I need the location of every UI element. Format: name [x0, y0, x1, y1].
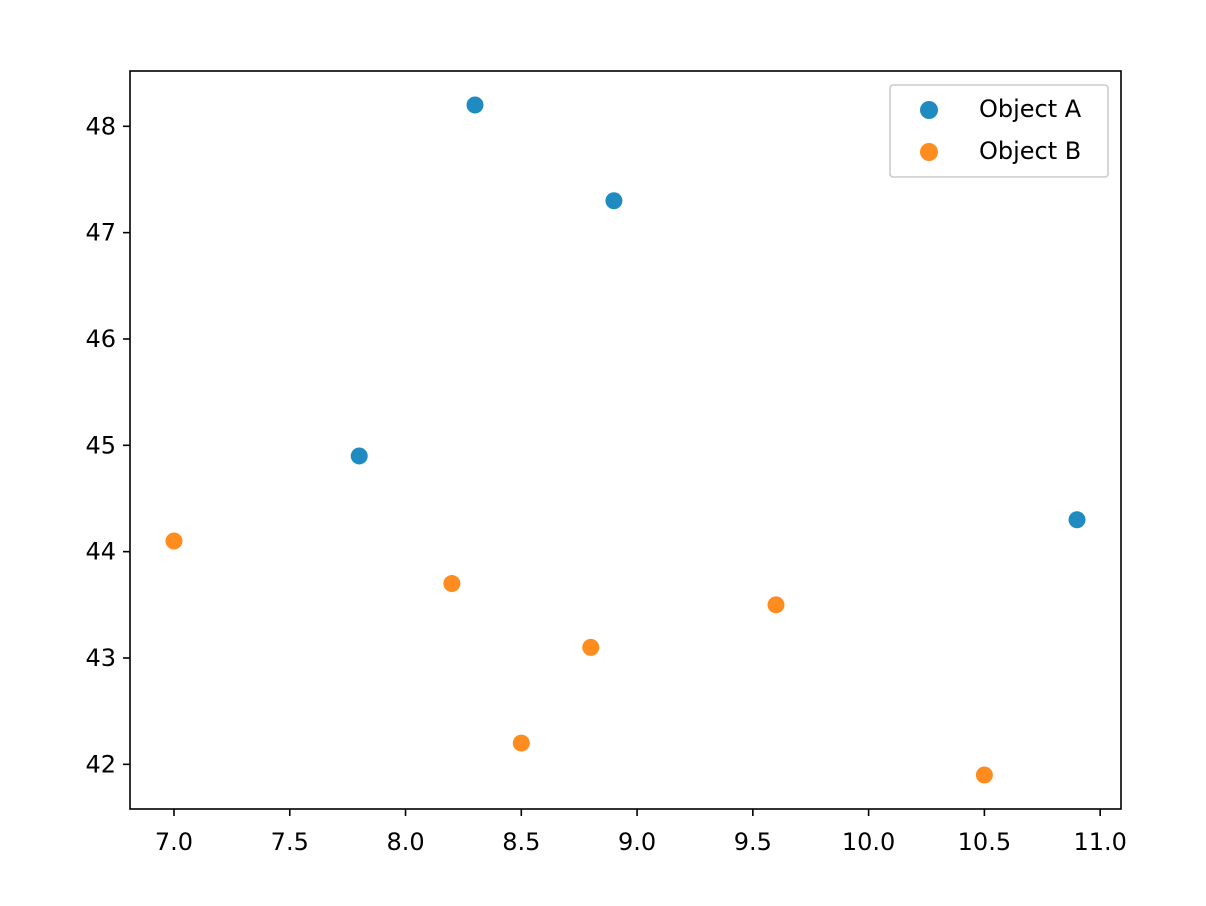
x-tick-label: 7.5: [271, 828, 309, 856]
point-object-a: [1068, 511, 1086, 529]
plot-points: [165, 96, 1086, 784]
y-tick-label: 48: [85, 112, 116, 140]
y-tick-label: 44: [85, 538, 116, 566]
y-tick-label: 47: [85, 219, 116, 247]
x-tick-label: 9.5: [734, 828, 772, 856]
point-object-b: [443, 575, 461, 593]
x-tick-label: 10.0: [842, 828, 895, 856]
y-tick-label: 43: [85, 644, 116, 672]
y-axis: 42 43 44 45 46 47 48: [85, 112, 130, 778]
x-tick-label: 9.0: [618, 828, 656, 856]
x-tick-label: 11.0: [1073, 828, 1126, 856]
legend-marker-object-a: [920, 101, 938, 119]
point-object-b: [165, 532, 183, 550]
point-object-b: [582, 638, 600, 656]
x-axis: 7.0 7.5 8.0 8.5 9.0 9.5 10.0 10.5 11.0: [155, 809, 1127, 856]
legend-label-object-a: Object A: [979, 95, 1082, 123]
point-object-a: [466, 96, 484, 114]
x-tick-label: 7.0: [155, 828, 193, 856]
point-object-b: [975, 766, 993, 784]
legend-label-object-b: Object B: [979, 137, 1081, 165]
y-tick-label: 46: [85, 325, 116, 353]
x-tick-label: 10.5: [958, 828, 1011, 856]
point-object-a: [350, 447, 368, 465]
x-tick-label: 8.5: [502, 828, 540, 856]
x-tick-label: 8.0: [386, 828, 424, 856]
legend-marker-object-b: [920, 143, 938, 161]
y-tick-label: 45: [85, 431, 116, 459]
legend-box: [889, 84, 1109, 178]
point-object-b: [512, 734, 530, 752]
y-tick-label: 42: [85, 750, 116, 778]
point-object-b: [767, 596, 785, 614]
point-object-a: [605, 192, 623, 210]
plot-frame: [129, 70, 1122, 810]
legend: Object A Object B: [889, 84, 1109, 178]
